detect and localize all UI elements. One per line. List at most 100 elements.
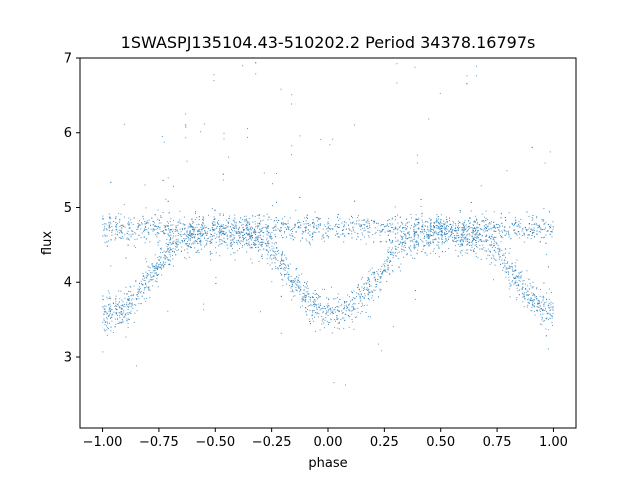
data-point: [117, 231, 118, 233]
data-point: [424, 230, 426, 232]
data-point: [313, 221, 315, 223]
data-point: [245, 228, 247, 229]
data-point: [187, 227, 189, 229]
data-point: [146, 277, 148, 279]
data-point: [140, 228, 142, 230]
data-point: [144, 223, 146, 225]
data-point: [239, 232, 241, 234]
data-point: [244, 244, 245, 246]
data-point: [394, 227, 396, 229]
data-point: [193, 230, 195, 232]
data-point: [140, 303, 142, 305]
data-point: [524, 298, 526, 300]
data-point: [150, 272, 151, 274]
data-point: [272, 183, 273, 185]
data-point: [138, 226, 139, 228]
data-point: [115, 226, 117, 228]
data-point: [370, 285, 372, 287]
data-point: [537, 302, 539, 304]
data-point: [422, 226, 424, 228]
data-point: [417, 227, 419, 229]
data-point: [286, 273, 288, 275]
data-point: [145, 282, 147, 284]
data-point: [288, 228, 290, 230]
data-point: [502, 254, 503, 256]
data-point: [494, 240, 496, 242]
data-point: [465, 224, 467, 226]
data-point: [413, 226, 415, 227]
data-point: [508, 272, 510, 274]
data-point: [333, 298, 335, 300]
data-point: [541, 317, 543, 319]
data-point: [395, 252, 396, 254]
data-point: [299, 281, 301, 283]
data-point: [344, 221, 346, 223]
data-point: [135, 298, 137, 300]
data-point: [463, 226, 465, 228]
data-point: [228, 156, 230, 158]
data-point: [135, 281, 137, 283]
y-tick-label: 4: [64, 276, 72, 291]
data-point: [265, 226, 267, 228]
data-point: [119, 232, 120, 234]
data-point: [377, 274, 379, 276]
data-point: [186, 248, 188, 250]
data-point: [468, 233, 470, 235]
data-point: [109, 230, 110, 232]
data-point: [440, 222, 442, 224]
data-point: [233, 230, 235, 232]
data-point: [533, 231, 535, 233]
data-point: [172, 255, 173, 256]
data-point: [211, 208, 213, 210]
data-point: [384, 260, 386, 262]
data-point: [212, 228, 214, 230]
data-point: [520, 271, 522, 273]
data-point: [410, 250, 412, 252]
data-point: [308, 241, 310, 243]
data-point: [501, 249, 503, 251]
data-point: [427, 235, 429, 237]
data-point: [549, 227, 551, 229]
data-point: [130, 294, 132, 296]
data-point: [528, 302, 530, 304]
data-point: [536, 309, 537, 311]
data-point: [386, 281, 388, 282]
data-point: [300, 288, 301, 290]
y-tick-label: 3: [64, 350, 72, 365]
data-point: [388, 257, 390, 259]
data-point: [363, 230, 365, 232]
data-point: [175, 246, 177, 248]
data-point: [505, 276, 507, 278]
data-point: [531, 287, 533, 289]
data-point: [153, 228, 155, 230]
data-point: [441, 226, 443, 227]
data-point: [382, 271, 384, 273]
data-point: [260, 231, 262, 233]
data-point: [426, 234, 428, 236]
data-point: [110, 265, 112, 267]
data-point: [526, 270, 528, 272]
data-point: [440, 214, 442, 216]
data-point: [249, 247, 251, 249]
data-point: [216, 228, 218, 229]
data-point: [461, 245, 463, 247]
data-point: [276, 201, 277, 203]
data-point: [486, 257, 488, 259]
data-point: [396, 63, 398, 65]
data-point: [491, 221, 492, 223]
data-point: [509, 226, 511, 228]
data-point: [290, 230, 292, 232]
data-point: [282, 251, 284, 253]
data-point: [423, 246, 425, 247]
data-point: [229, 218, 230, 219]
data-point: [497, 229, 499, 231]
data-point: [305, 296, 307, 298]
data-point: [316, 297, 317, 299]
data-point: [164, 232, 166, 234]
data-point: [518, 223, 519, 225]
data-point: [212, 225, 214, 227]
data-point: [114, 318, 116, 320]
data-point: [490, 227, 492, 229]
data-point: [351, 313, 353, 315]
data-point: [194, 242, 196, 244]
